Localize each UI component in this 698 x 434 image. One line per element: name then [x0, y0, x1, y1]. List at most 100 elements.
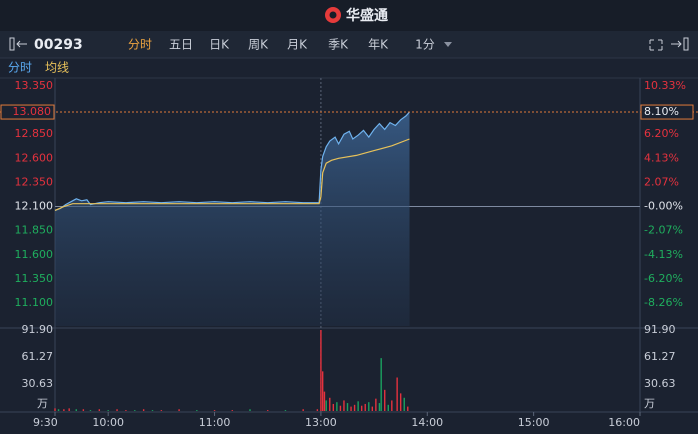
vol-tick-label-right: 30.63 [644, 377, 676, 390]
logo-text: 华盛通 [346, 7, 388, 24]
volume-bar [364, 403, 366, 411]
toolbar [0, 31, 698, 58]
fullscreen-icon[interactable] [649, 39, 663, 51]
volume-bar [213, 410, 216, 411]
y-tick-label: 12.850 [15, 127, 54, 140]
current-pct-label: 8.10% [644, 105, 679, 118]
volume-bar [116, 409, 118, 411]
volume-bar [142, 409, 145, 411]
volume-bar [54, 408, 56, 411]
y2-tick-label: 10.33% [644, 79, 686, 92]
x-tick-label: 9:30 [33, 416, 58, 429]
y2-tick-label: 4.13% [644, 151, 679, 164]
average-line [54, 138, 410, 211]
volume-bar [391, 400, 393, 411]
volume-bar [63, 409, 65, 411]
period-tab[interactable]: 1分 [415, 38, 435, 52]
y2-tick-label: 2.07% [644, 175, 679, 188]
vol-tick-label-right: 91.90 [644, 323, 676, 336]
volume-bar [403, 397, 405, 411]
volume-bar [357, 401, 359, 411]
volume-bar [332, 403, 335, 411]
volume-bar [249, 409, 251, 411]
volume-bar [375, 398, 377, 411]
volume-bar [396, 377, 398, 411]
dropdown-arrow[interactable] [444, 42, 452, 47]
y-tick-label: 11.350 [15, 272, 54, 285]
volume-bar [75, 409, 77, 411]
vol-tick-label: 91.90 [22, 323, 54, 336]
volume-bar [125, 410, 127, 411]
period-tab[interactable]: 日K [209, 38, 230, 52]
period-tab[interactable]: 五日 [169, 38, 193, 52]
volume-bar [320, 330, 322, 411]
volume-bar [323, 391, 326, 411]
volume-bar [336, 402, 338, 411]
x-tick-label: 10:00 [92, 416, 124, 429]
volume-bar [107, 410, 109, 411]
header-bar [0, 0, 698, 31]
volume-bar [151, 410, 154, 411]
volume-bar [98, 409, 101, 411]
sub-tab[interactable]: 分时 [8, 61, 32, 75]
volume-bar [353, 404, 356, 411]
volume-bar [134, 410, 136, 411]
period-tab[interactable]: 季K [328, 38, 349, 52]
sidebar-toggle[interactable] [9, 37, 27, 51]
volume-bar [321, 371, 324, 411]
volume-bar [399, 393, 402, 411]
y-tick-label: 13.350 [15, 79, 54, 92]
volume-bar [371, 406, 374, 411]
current-price-label: 13.080 [13, 105, 52, 118]
period-tab[interactable]: 分时 [128, 38, 152, 52]
volume-bar [387, 404, 389, 411]
volume-bar [380, 358, 382, 411]
period-tab[interactable]: 月K [287, 38, 308, 52]
volume-bar [68, 408, 70, 411]
volume-bar [178, 409, 180, 411]
volume-bar [160, 410, 163, 411]
volume-bar [89, 410, 92, 411]
volume-bar [407, 406, 409, 411]
x-tick-label: 14:00 [411, 416, 443, 429]
volume-bar [57, 409, 60, 411]
period-tab[interactable]: 周K [248, 38, 269, 52]
collapse-icon[interactable] [671, 37, 689, 51]
y-tick-label: 11.100 [15, 296, 54, 309]
y-tick-label: 12.100 [15, 200, 54, 213]
vol-tick-label-right: 61.27 [644, 350, 676, 363]
stock-code: 00293 [34, 37, 83, 53]
volume-bar [350, 406, 352, 411]
volume-bar [346, 403, 349, 411]
vol-unit: 万 [37, 397, 48, 410]
volume-bar [325, 400, 327, 411]
y2-tick-label: -8.26% [644, 296, 683, 309]
chart-area: 13.350 12.850 12.600 12.350 12.100 11.850 11.6… [0, 78, 698, 429]
volume-bar [231, 410, 233, 411]
vol-unit-right: 万 [644, 397, 655, 410]
volume-bar [360, 405, 363, 411]
volume-bar [316, 409, 319, 411]
volume-bar [82, 409, 85, 411]
vol-tick-label: 30.63 [22, 377, 54, 390]
y2-tick-label: -2.07% [644, 224, 683, 237]
period-tab[interactable]: 年K [368, 38, 389, 52]
x-tick-label: 15:00 [518, 416, 550, 429]
volume-bar [284, 410, 287, 411]
volume-bar [378, 403, 381, 411]
volume-bar [196, 410, 198, 411]
volume-bar [302, 409, 304, 411]
x-tick-label: 16:00 [608, 416, 640, 429]
volume-bar [343, 400, 345, 411]
volume-bar [368, 402, 370, 411]
volume-bar [267, 410, 269, 411]
y2-tick-label: 6.20% [644, 127, 679, 140]
sub-tab[interactable]: 均线 [45, 61, 69, 75]
y-tick-label: 11.850 [15, 224, 54, 237]
volume-bar [329, 397, 331, 411]
x-tick-label: 11:00 [199, 416, 231, 429]
price-area [55, 112, 410, 326]
current-price-box [0, 104, 55, 120]
